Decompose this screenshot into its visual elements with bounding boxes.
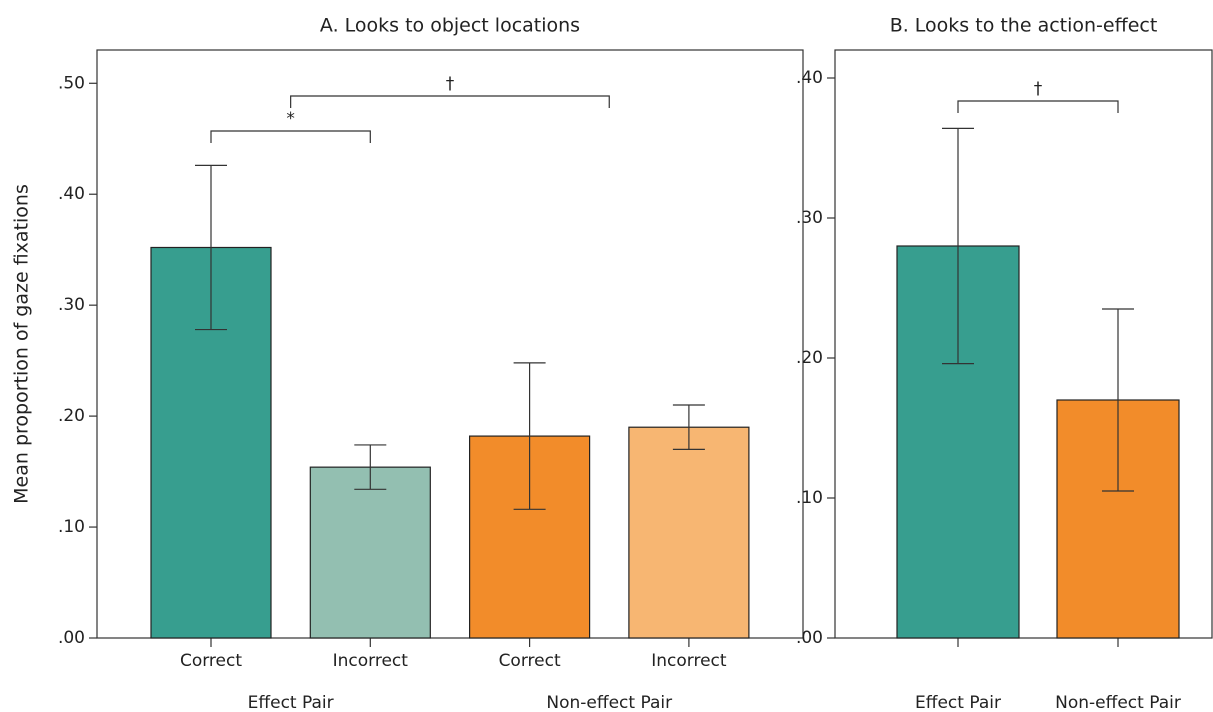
plot-frame	[834, 49, 1213, 639]
y-tick-label: .30	[58, 295, 85, 315]
bar	[309, 466, 431, 639]
x-tick-label: Incorrect	[333, 651, 409, 671]
y-tick-label: .40	[58, 184, 85, 204]
chart-title: B. Looks to the action-effect	[890, 15, 1158, 37]
group-label: Effect Pair	[248, 693, 334, 712]
x-tick-label: Correct	[180, 651, 242, 671]
chart-title: A. Looks to object locations	[320, 15, 580, 37]
y-tick-label: .20	[796, 348, 823, 368]
significance-label: †	[1034, 79, 1043, 99]
significance-bracket	[210, 130, 371, 143]
significance-bracket	[957, 100, 1119, 113]
y-tick-label: .00	[796, 628, 823, 648]
y-tick-label: .10	[796, 488, 823, 508]
y-tick-label: .30	[796, 208, 823, 228]
y-tick-label: .10	[58, 517, 85, 537]
y-tick-label: .40	[796, 68, 823, 88]
y-tick-label: .00	[58, 628, 85, 648]
x-tick-label: Incorrect	[651, 651, 727, 671]
significance-bracket	[290, 95, 610, 108]
significance-label: *	[286, 109, 295, 129]
x-tick-label: Correct	[499, 651, 561, 671]
bar	[628, 426, 750, 639]
group-label: Non-effect Pair	[546, 693, 672, 712]
significance-label: †	[446, 74, 455, 94]
x-tick-label: Effect Pair	[915, 693, 1001, 712]
plot-frame	[96, 49, 804, 639]
x-tick-label: Non-effect Pair	[1055, 693, 1181, 712]
y-axis-label: Mean proportion of gaze fixations	[11, 184, 33, 504]
y-tick-label: .20	[58, 406, 85, 426]
y-tick-label: .50	[58, 73, 85, 93]
